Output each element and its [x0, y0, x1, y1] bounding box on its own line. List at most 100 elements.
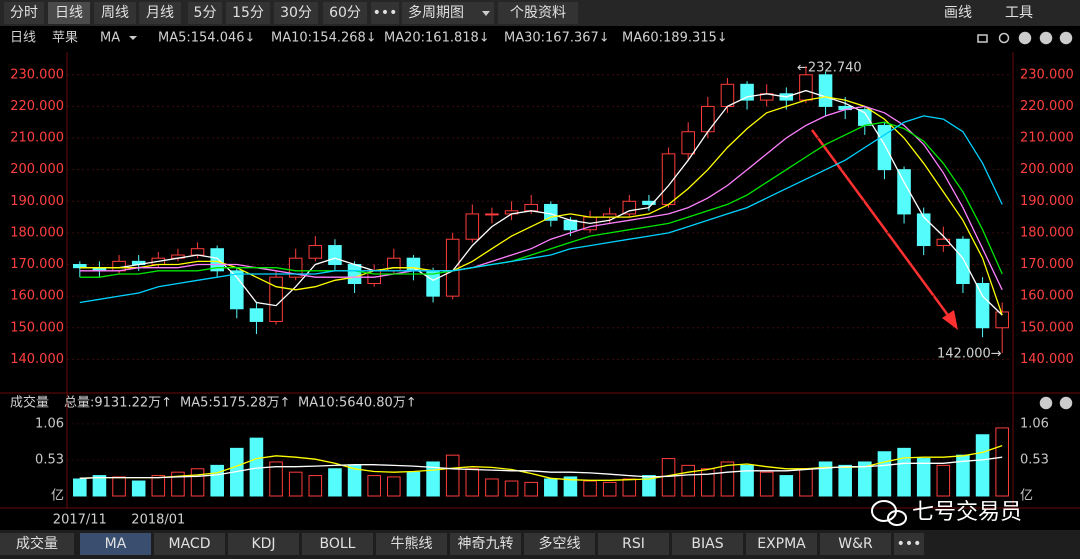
indicator-tab-label[interactable]: 神奇九转	[458, 535, 514, 552]
volume-bar	[171, 471, 185, 497]
settings-icon[interactable]	[1059, 396, 1073, 410]
ma-line	[79, 115, 1003, 304]
y-tick-label: 230.000	[10, 67, 64, 82]
indicator-tab[interactable]	[894, 533, 924, 555]
indicator-tab[interactable]	[376, 533, 447, 555]
zoom-in-icon[interactable]	[1018, 31, 1032, 45]
indicator-tab[interactable]	[524, 533, 595, 555]
toolbar-tab-label[interactable]: 日线	[55, 5, 83, 21]
toolbar-tab[interactable]	[371, 2, 399, 24]
refresh-icon[interactable]	[998, 32, 1010, 44]
toolbar-tab-label[interactable]: 15分	[232, 5, 264, 21]
x-tick-label: 2018/01	[131, 513, 185, 528]
toolbar-tab-label[interactable]: •••	[373, 5, 398, 21]
y-tick-label-right: 140.000	[1020, 352, 1074, 367]
volume-bar	[936, 464, 951, 497]
indicator-tab[interactable]	[746, 533, 817, 555]
y-tick-label-right: 200.000	[1020, 162, 1074, 177]
volume-bar	[269, 461, 283, 497]
indicator-name[interactable]: MA	[100, 31, 120, 46]
toolbar-tab[interactable]	[188, 2, 222, 24]
volume-bar	[897, 447, 911, 497]
toolbar-tab[interactable]	[323, 2, 367, 24]
watermark-text: 七号交易员	[912, 500, 1022, 525]
indicator-tab-label[interactable]: 成交量	[16, 535, 58, 552]
candle-body	[956, 238, 970, 284]
toolbar-tab-label[interactable]: 5分	[194, 5, 217, 21]
toolbar-tab[interactable]	[274, 2, 318, 24]
candle-body	[249, 308, 264, 322]
y-tick-label: 140.000	[10, 352, 64, 367]
indicator-tab[interactable]	[80, 533, 151, 555]
candle-body	[544, 203, 558, 221]
volume-title: 成交量	[10, 395, 49, 411]
volume-bar	[73, 478, 87, 497]
toolbar-tab-label[interactable]: 30分	[280, 5, 312, 21]
candle-body	[799, 74, 813, 101]
close-icon[interactable]	[1039, 396, 1053, 410]
toolbar-tab[interactable]	[402, 2, 494, 24]
volume-legend: 总量:9131.22万↑	[64, 396, 172, 411]
volume-bar	[740, 464, 754, 497]
indicator-tab-label[interactable]: BIAS	[691, 536, 723, 552]
toolbar-tab[interactable]	[139, 2, 181, 24]
indicator-tab-label[interactable]: MA	[105, 536, 127, 552]
zoom-out-icon[interactable]	[1039, 31, 1053, 45]
indicator-tab-label[interactable]: W&R	[838, 536, 873, 552]
y-tick-label-right: 160.000	[1020, 289, 1074, 304]
indicator-tab-label[interactable]: 牛熊线	[391, 536, 433, 552]
ma-line	[79, 105, 1003, 291]
indicator-tab[interactable]	[302, 533, 373, 555]
y-tick-label-right: 150.000	[1020, 320, 1074, 335]
toolbar-tab[interactable]	[48, 2, 90, 24]
toolbar-tab[interactable]	[94, 2, 136, 24]
indicator-tab[interactable]	[0, 533, 74, 555]
indicator-tab[interactable]	[450, 533, 521, 555]
close-icon[interactable]	[1059, 31, 1073, 45]
volume-bar	[328, 468, 342, 497]
toolbar-tab-label[interactable]: 月线	[146, 5, 174, 21]
volume-bar	[661, 458, 676, 497]
indicator-tab[interactable]	[598, 533, 669, 555]
y-tick-label-right: 180.000	[1020, 225, 1074, 240]
indicator-tab[interactable]	[154, 533, 225, 555]
toolbar-tab-label[interactable]: 周线	[101, 5, 129, 21]
toolbar-tool[interactable]: 工具	[1005, 5, 1033, 21]
toolbar-tab-label[interactable]: 多周期图	[408, 4, 464, 21]
y-tick-label-right: 1.06	[1020, 416, 1049, 431]
indicator-tab[interactable]	[228, 533, 299, 555]
indicator-tab[interactable]	[820, 533, 891, 555]
candle-body	[445, 238, 460, 297]
toolbar-tool[interactable]: 画线	[944, 5, 972, 21]
indicator-tab-label[interactable]: MACD	[169, 536, 211, 552]
indicator-tab-label[interactable]: BOLL	[320, 536, 356, 552]
indicator-tab-label[interactable]: RSI	[622, 536, 645, 552]
volume-bar	[681, 464, 695, 497]
volume-bar	[995, 427, 1009, 497]
toolbar-tab-label[interactable]: 个股资料	[510, 5, 566, 21]
indicator-tab[interactable]	[672, 533, 743, 555]
toolbar-tab-label[interactable]: 60分	[329, 5, 361, 21]
y-tick-label: 180.000	[10, 225, 64, 240]
indicator-tab-label[interactable]: •••	[897, 536, 922, 552]
lock-icon[interactable]	[977, 34, 988, 43]
volume-bar	[602, 481, 617, 497]
toolbar-tab[interactable]	[226, 2, 270, 24]
candle-body	[524, 203, 538, 212]
toolbar-tab[interactable]	[4, 2, 44, 24]
volume-bar	[190, 468, 205, 497]
dropdown-arrow[interactable]	[129, 36, 137, 40]
toolbar-tab-label[interactable]: 分时	[10, 5, 38, 21]
period-label: 日线	[10, 31, 36, 46]
y-tick-label: 210.000	[10, 131, 64, 146]
y-tick-label-right: 190.000	[1020, 194, 1074, 209]
volume-bar	[92, 475, 107, 497]
candle-body	[328, 245, 342, 266]
toolbar-tab[interactable]	[498, 2, 578, 24]
dropdown-arrow	[482, 11, 490, 16]
candle-body	[858, 109, 872, 126]
indicator-tab-label[interactable]: KDJ	[251, 536, 275, 552]
indicator-tab-label[interactable]: EXPMA	[757, 536, 806, 552]
indicator-tab-label[interactable]: 多空线	[539, 535, 581, 552]
y-tick-label-right: 210.000	[1020, 131, 1074, 146]
